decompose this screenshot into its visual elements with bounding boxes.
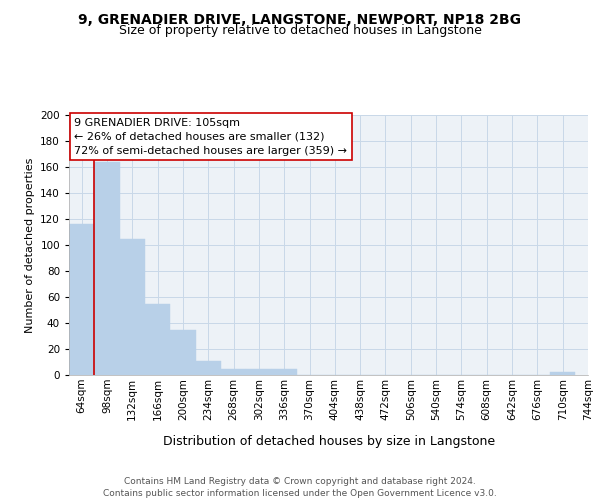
- Text: 9 GRENADIER DRIVE: 105sqm
← 26% of detached houses are smaller (132)
72% of semi: 9 GRENADIER DRIVE: 105sqm ← 26% of detac…: [74, 118, 347, 156]
- Bar: [119, 238, 145, 375]
- Bar: [145, 304, 170, 375]
- Text: Size of property relative to detached houses in Langstone: Size of property relative to detached ho…: [119, 24, 481, 37]
- Bar: [196, 360, 221, 375]
- Bar: [550, 372, 575, 375]
- Bar: [94, 162, 119, 375]
- Bar: [246, 368, 272, 375]
- Bar: [170, 330, 196, 375]
- Bar: [69, 224, 94, 375]
- Y-axis label: Number of detached properties: Number of detached properties: [25, 158, 35, 332]
- Bar: [221, 368, 246, 375]
- Bar: [272, 368, 297, 375]
- Text: Contains HM Land Registry data © Crown copyright and database right 2024.
Contai: Contains HM Land Registry data © Crown c…: [103, 476, 497, 498]
- Text: Distribution of detached houses by size in Langstone: Distribution of detached houses by size …: [163, 435, 495, 448]
- Text: 9, GRENADIER DRIVE, LANGSTONE, NEWPORT, NP18 2BG: 9, GRENADIER DRIVE, LANGSTONE, NEWPORT, …: [79, 12, 521, 26]
